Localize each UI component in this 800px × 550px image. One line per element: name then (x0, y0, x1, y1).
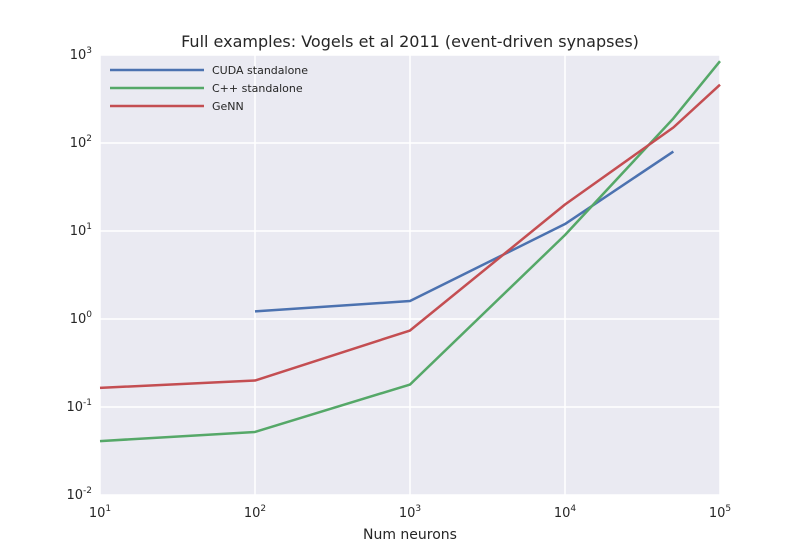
x-tick-label: 103 (399, 504, 421, 521)
y-tick-labels: 10-2 10-1 100 101 102 103 (66, 46, 92, 503)
legend-label: GeNN (212, 100, 244, 113)
legend-label: C++ standalone (212, 82, 303, 95)
y-tick-label: 101 (70, 222, 92, 239)
legend-label: CUDA standalone (212, 64, 308, 77)
y-tick-label: 102 (70, 134, 92, 151)
y-tick-label: 10-1 (66, 398, 92, 415)
legend: CUDA standalone C++ standalone GeNN (110, 64, 308, 113)
series-line-genn (99, 83, 721, 390)
x-tick-label: 101 (89, 504, 111, 521)
series-line-c-standalone (99, 60, 721, 443)
series-lines (99, 60, 721, 443)
y-tick-label: 10-2 (66, 486, 92, 503)
x-tick-label: 102 (244, 504, 266, 521)
x-tick-label: 105 (709, 504, 731, 521)
grid (99, 54, 721, 496)
chart-title: Full examples: Vogels et al 2011 (event-… (181, 32, 639, 51)
x-tick-label: 104 (554, 504, 577, 521)
series-line-cuda-standalone (254, 150, 675, 313)
y-tick-label: 103 (70, 46, 92, 63)
y-tick-label: 100 (70, 310, 93, 327)
x-tick-labels: 101 102 103 104 105 (89, 504, 731, 521)
x-axis-label: Num neurons (363, 527, 457, 543)
